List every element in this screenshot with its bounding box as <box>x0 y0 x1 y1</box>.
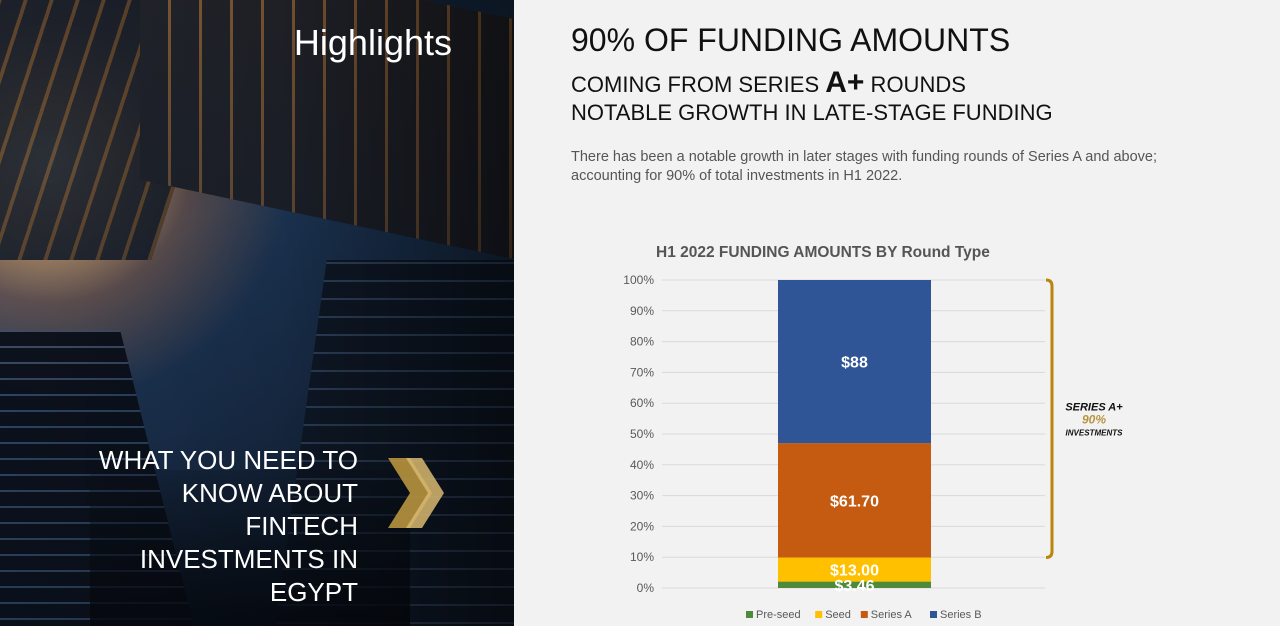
side-heading-line: KNOW ABOUT <box>181 478 358 508</box>
bracket-line <box>1045 278 1054 559</box>
legend-label: Pre-seed <box>756 609 801 621</box>
y-tick-label: 100% <box>623 273 654 287</box>
y-tick-label: 10% <box>630 550 654 564</box>
legend-label: Seed <box>825 609 851 621</box>
y-tick-label: 50% <box>630 427 654 441</box>
y-tick-label: 60% <box>630 396 654 410</box>
headline-secondary: COMING FROM SERIES A+ ROUNDS <box>571 66 966 100</box>
section-title: Highlights <box>293 22 452 63</box>
side-heading-line: WHAT YOU NEED TO <box>98 445 358 475</box>
headline-tertiary: NOTABLE GROWTH IN LATE-STAGE FUNDING <box>571 100 1053 125</box>
y-tick-label: 30% <box>630 489 654 503</box>
summary-paragraph: There has been a notable growth in later… <box>571 149 1158 184</box>
data-label: $3.46 <box>834 578 874 595</box>
y-tick-label: 20% <box>630 519 654 533</box>
bar-segment-seed <box>778 557 931 582</box>
legend-swatch <box>746 611 753 618</box>
legend-swatch <box>930 611 937 618</box>
legend-label: Series A <box>871 609 913 621</box>
y-tick-label: 70% <box>630 365 654 379</box>
headline-secondary-pre: COMING FROM SERIES <box>571 72 826 97</box>
chart-canvas: 0%10%20%30%40%50%60%70%80%90%100% $3.46$… <box>623 273 1124 621</box>
y-tick-label: 0% <box>637 581 655 595</box>
bar-segment-series-a <box>778 443 931 558</box>
chart-title: H1 2022 FUNDING AMOUNTS BY Round Type <box>656 244 990 261</box>
data-label: $88 <box>841 355 868 372</box>
side-heading-line: FINTECH <box>245 511 358 541</box>
y-tick-label: 40% <box>630 458 654 472</box>
y-tick-label: 90% <box>630 304 654 318</box>
headline-secondary-emphasis: A+ <box>825 66 865 99</box>
annotation-caption: INVESTMENTS <box>1066 429 1124 438</box>
bar-segment-series-b <box>778 280 931 444</box>
side-heading-line: INVESTMENTS IN <box>139 544 358 574</box>
headline-primary: 90% OF FUNDING AMOUNTS <box>571 22 1011 58</box>
y-tick-label: 80% <box>630 335 654 349</box>
funding-chart: H1 2022 FUNDING AMOUNTS BY Round Type 0%… <box>600 236 1160 626</box>
data-label: $13.00 <box>830 563 879 580</box>
data-label: $61.70 <box>830 493 879 510</box>
annotation-value: 90% <box>1082 413 1106 427</box>
annotation-label: SERIES A+ <box>1065 402 1123 414</box>
side-heading-line: EGYPT <box>269 577 358 607</box>
headline-secondary-post: ROUNDS <box>864 72 966 97</box>
legend-swatch <box>860 611 868 618</box>
hero-image-panel: Highlights WHAT YOU NEED TO KNOW ABOUT F… <box>0 0 514 626</box>
legend-label: Series B <box>940 609 982 621</box>
image-overlay <box>0 0 514 626</box>
bar-segment-pre-seed <box>778 581 931 588</box>
legend-swatch <box>815 611 823 618</box>
side-heading: WHAT YOU NEED TO KNOW ABOUT FINTECH INVE… <box>28 444 358 609</box>
double-chevron-icon <box>388 458 444 528</box>
